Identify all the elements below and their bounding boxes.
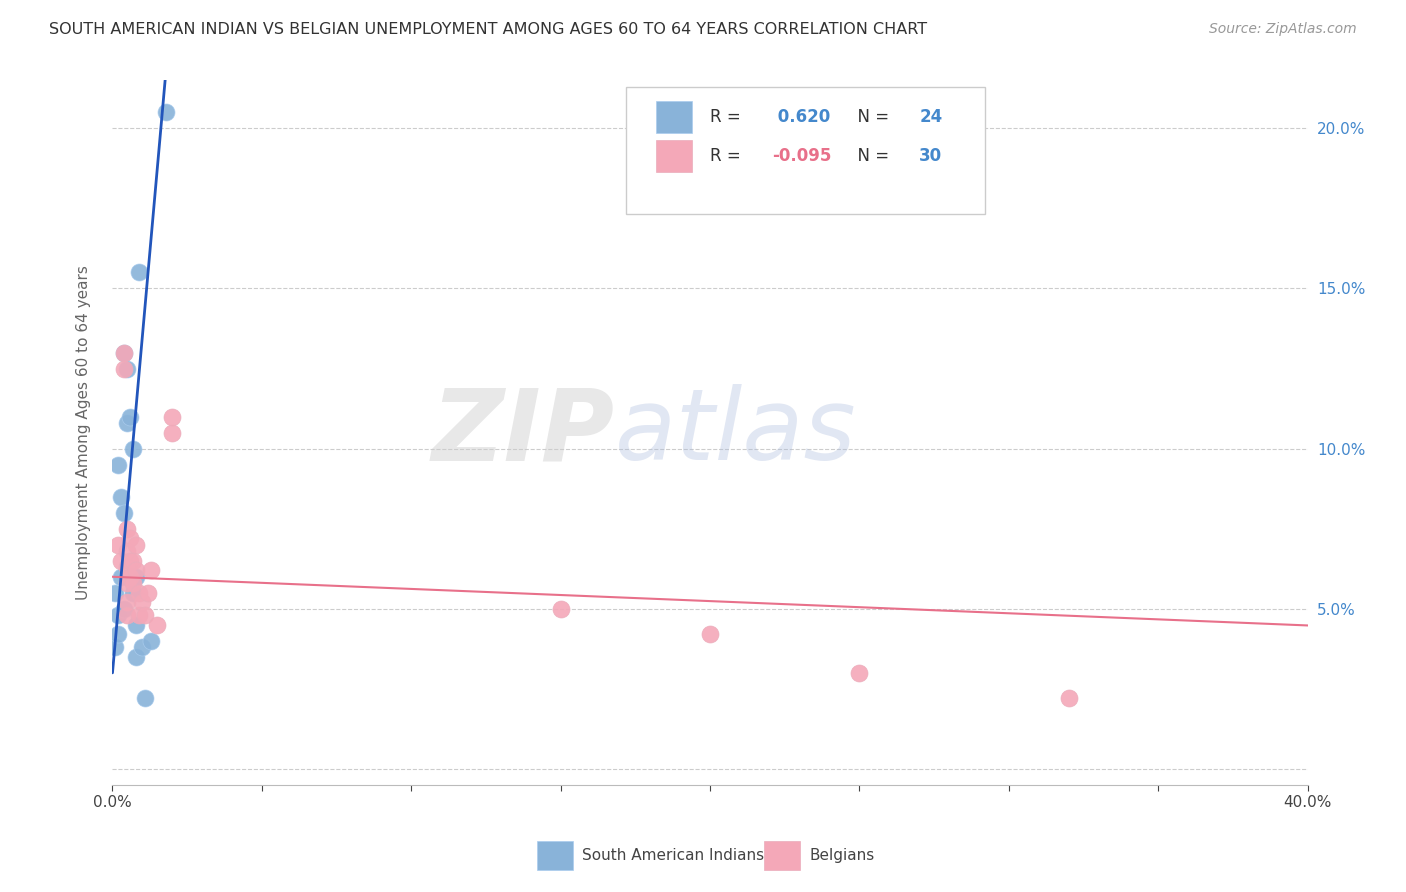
Point	[1057, 691, 1080, 706]
Text: -0.095: -0.095	[772, 147, 831, 165]
Point	[134, 691, 156, 706]
Point	[128, 265, 150, 279]
Point	[125, 538, 148, 552]
Point	[110, 490, 132, 504]
Point	[114, 345, 135, 359]
Point	[550, 601, 572, 615]
Text: 24: 24	[920, 108, 942, 127]
Y-axis label: Unemployment Among Ages 60 to 64 years: Unemployment Among Ages 60 to 64 years	[76, 265, 91, 600]
Point	[107, 458, 129, 472]
Point	[122, 586, 145, 600]
Text: 0.620: 0.620	[772, 108, 831, 127]
Point	[107, 608, 129, 623]
Text: South American Indians: South American Indians	[582, 848, 765, 863]
Point	[128, 608, 150, 623]
Point	[131, 595, 153, 609]
Point	[141, 633, 163, 648]
Point	[120, 554, 142, 568]
Point	[125, 563, 148, 577]
Point	[120, 570, 142, 584]
Point	[120, 570, 142, 584]
Point	[122, 442, 145, 456]
FancyBboxPatch shape	[657, 102, 692, 133]
Point	[141, 563, 163, 577]
FancyBboxPatch shape	[627, 87, 986, 214]
Point	[110, 554, 132, 568]
Point	[122, 554, 145, 568]
Point	[131, 640, 153, 655]
Point	[122, 576, 145, 591]
Point	[117, 361, 139, 376]
Text: R =: R =	[710, 108, 747, 127]
Point	[848, 665, 870, 680]
Point	[117, 416, 139, 430]
Text: 30: 30	[920, 147, 942, 165]
Point	[117, 576, 139, 591]
Text: Belgians: Belgians	[810, 848, 875, 863]
Point	[146, 617, 169, 632]
FancyBboxPatch shape	[657, 140, 692, 172]
Text: SOUTH AMERICAN INDIAN VS BELGIAN UNEMPLOYMENT AMONG AGES 60 TO 64 YEARS CORRELAT: SOUTH AMERICAN INDIAN VS BELGIAN UNEMPLO…	[49, 22, 928, 37]
Point	[117, 560, 139, 574]
FancyBboxPatch shape	[763, 841, 800, 870]
Point	[125, 570, 148, 584]
Point	[125, 649, 148, 664]
Point	[162, 409, 183, 424]
Point	[699, 627, 721, 641]
Point	[114, 361, 135, 376]
Point	[114, 601, 135, 615]
Point	[107, 627, 129, 641]
Point	[162, 425, 183, 440]
Point	[104, 586, 127, 600]
Point	[117, 522, 139, 536]
Point	[104, 640, 127, 655]
Text: ZIP: ZIP	[432, 384, 614, 481]
Point	[110, 570, 132, 584]
Point	[155, 105, 177, 120]
Text: N =: N =	[848, 108, 894, 127]
FancyBboxPatch shape	[537, 841, 572, 870]
Point	[117, 608, 139, 623]
Point	[114, 506, 135, 520]
Point	[134, 608, 156, 623]
Point	[138, 586, 160, 600]
Text: R =: R =	[710, 147, 747, 165]
Point	[128, 586, 150, 600]
Text: N =: N =	[848, 147, 894, 165]
Point	[117, 544, 139, 558]
Point	[125, 617, 148, 632]
Text: atlas: atlas	[614, 384, 856, 481]
Text: Source: ZipAtlas.com: Source: ZipAtlas.com	[1209, 22, 1357, 37]
Point	[120, 532, 142, 546]
Point	[107, 538, 129, 552]
Point	[114, 345, 135, 359]
Point	[117, 595, 139, 609]
Point	[120, 409, 142, 424]
